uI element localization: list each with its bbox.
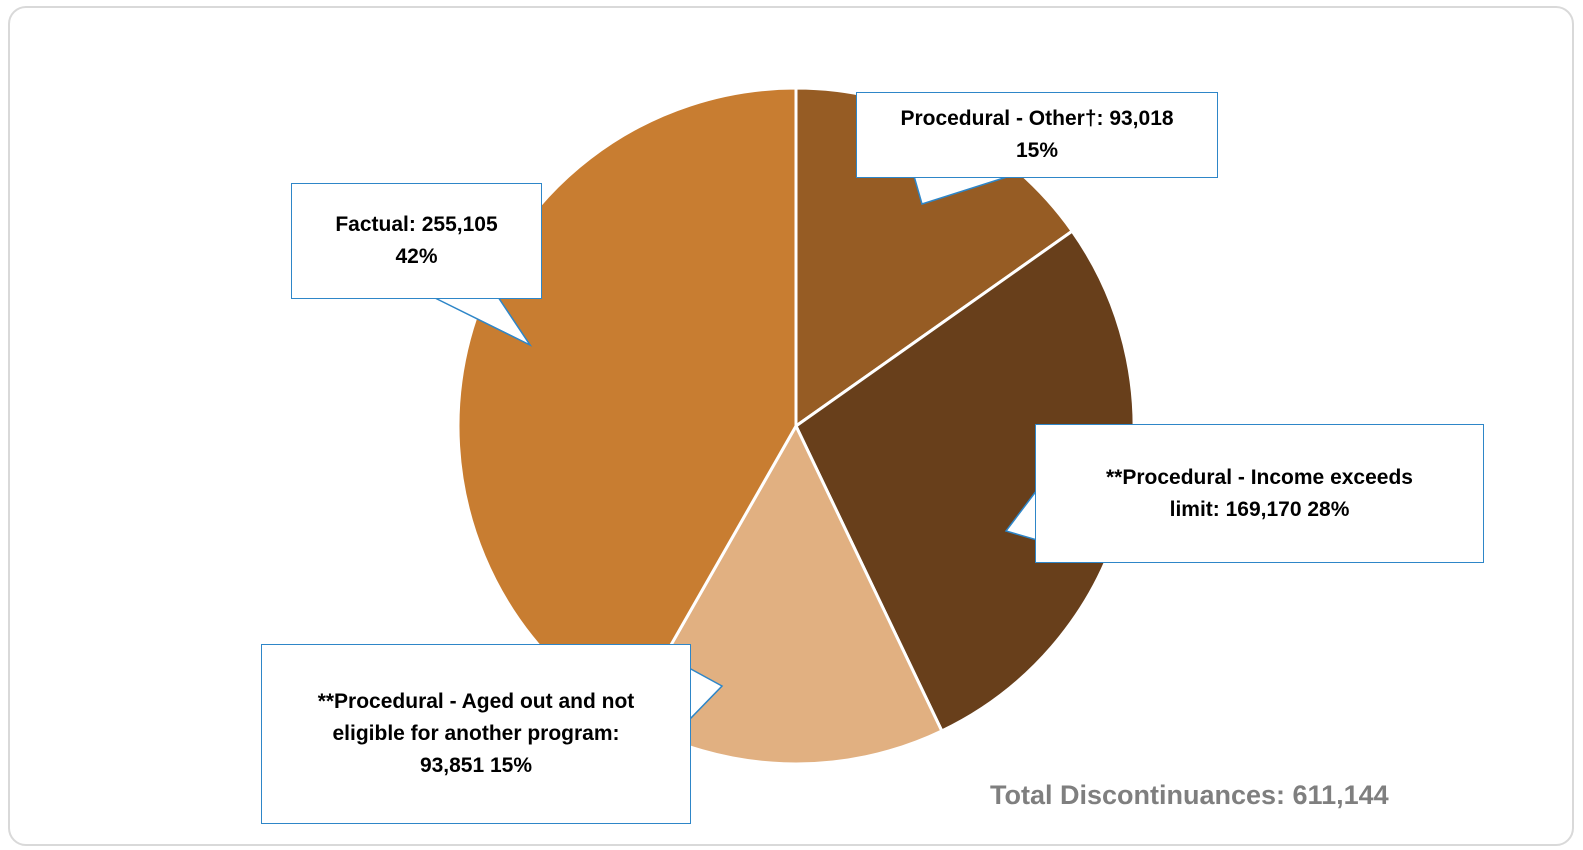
callout-factual-line1: Factual: 255,105 (335, 213, 498, 236)
callout-aged-out-line1: **Procedural - Aged out and not (317, 690, 635, 713)
callout-income-exceeds: **Procedural - Income exceeds limit: 169… (1035, 424, 1484, 563)
callout-income-exceeds-line2: limit: 169,170 28% (1169, 497, 1350, 521)
callout-factual-line2: 42% (395, 245, 438, 268)
callout-procedural-other-line1: Procedural - Other†: 93,018 (900, 107, 1174, 130)
callout-procedural-other: Procedural - Other†: 93,018 15% (856, 92, 1218, 178)
chart-frame (8, 6, 1574, 846)
callout-aged-out-line3: 93,851 15% (419, 754, 533, 777)
pie-slice-3 (456, 86, 798, 722)
callout-procedural-other-line2: 15% (1015, 139, 1059, 162)
total-discontinuances-label: Total Discontinuances: 611,144 (990, 780, 1389, 810)
callout-aged-out-line2: eligible for another program: (332, 722, 620, 745)
callout-income-exceeds-line1: **Procedural - Income exceeds (1106, 465, 1413, 489)
callout-aged-out: **Procedural - Aged out and not eligible… (261, 644, 691, 824)
callout-factual: Factual: 255,105 42% (291, 183, 542, 299)
